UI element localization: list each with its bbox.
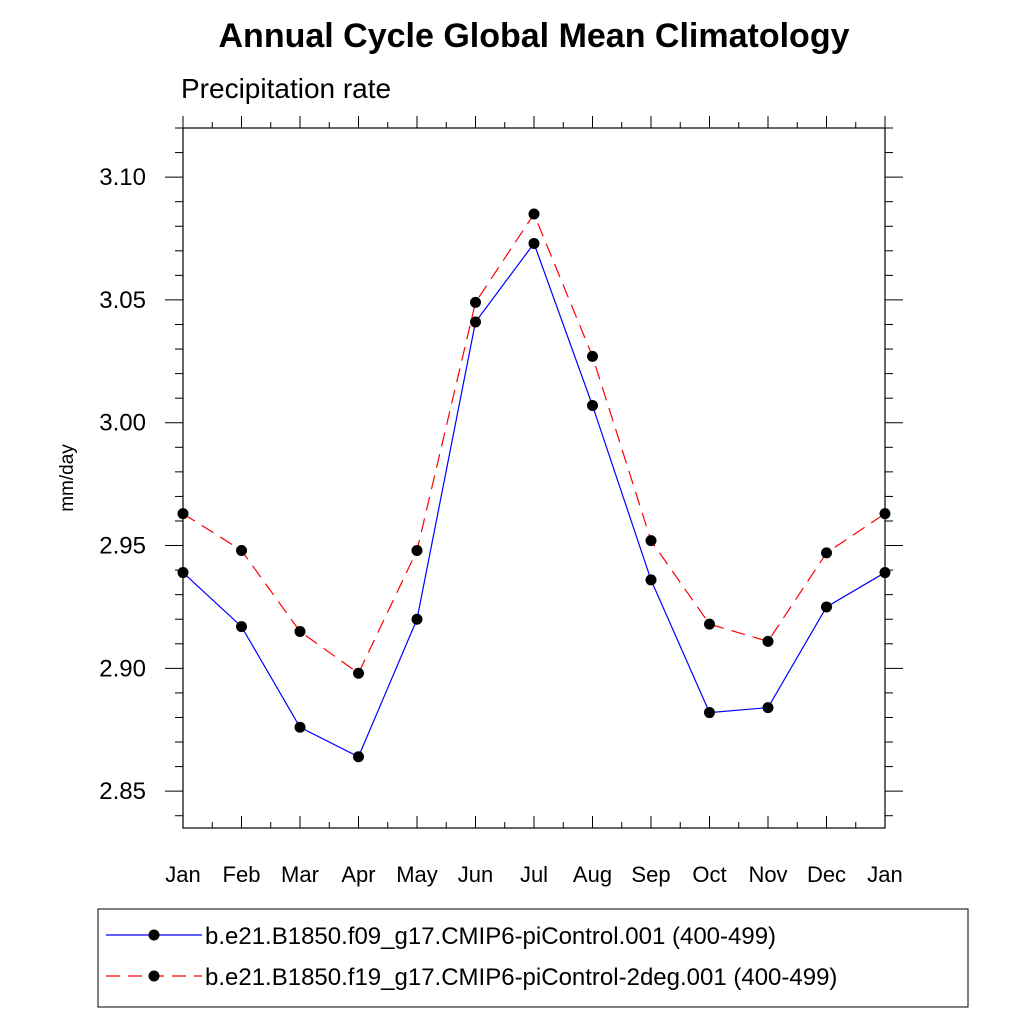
data-point-series-1: [294, 721, 306, 733]
series-markers: [177, 208, 891, 763]
x-tick-label: Jan: [165, 862, 200, 887]
x-tick-label: Feb: [223, 862, 261, 887]
data-point-series-2: [353, 667, 364, 679]
data-point-series-2: [645, 535, 657, 547]
series-line-2: [182, 212, 886, 675]
x-tick-label: Jul: [520, 862, 548, 887]
axes: Jan Feb Mar Apr May Jun Jul Aug Sep Oct Nov Dec Jan 2…: [99, 116, 903, 887]
chart-title: Annual Cycle Global Mean Climatology: [219, 17, 850, 55]
y-tick-label: 2.95: [99, 533, 146, 560]
y-axis-label: mm/day: [57, 444, 78, 512]
data-point-series-2: [587, 350, 598, 362]
y-tick-label: 3.10: [99, 164, 146, 191]
x-tick-label: Dec: [807, 862, 846, 887]
data-point-series-2: [177, 508, 189, 520]
legend: [97, 908, 969, 1008]
data-point-series-1: [821, 601, 832, 613]
data-point-series-1: [236, 621, 247, 633]
legend-label-1: b.e21.B1850.f09_g17.CMIP6-piControl.001 …: [205, 923, 776, 950]
y-tick-label: 2.90: [99, 655, 146, 682]
legend-items: b.e21.B1850.f09_g17.CMIP6-piControl.001 …: [106, 923, 837, 991]
data-point-series-1: [528, 237, 540, 249]
data-point-series-2: [528, 208, 540, 220]
x-tick-label: Oct: [692, 862, 726, 887]
data-point-series-1: [177, 567, 189, 579]
series-line-1: [182, 242, 886, 758]
data-point-series-1: [645, 574, 657, 586]
data-point-series-1: [879, 567, 891, 579]
data-point-series-1: [762, 702, 774, 714]
x-tick-label: Apr: [341, 862, 375, 887]
data-point-series-2: [294, 626, 306, 638]
x-tick-label: Jan: [867, 862, 902, 887]
series-lines: [182, 212, 886, 758]
data-point-series-1: [353, 751, 364, 763]
x-tick-label: May: [396, 862, 438, 887]
data-point-series-2: [236, 544, 247, 556]
y-tick-label: 2.85: [99, 778, 146, 805]
chart-subtitle: Precipitation rate: [181, 73, 391, 104]
data-point-series-1: [470, 316, 481, 328]
data-point-series-2: [879, 508, 891, 520]
data-point-series-1: [704, 707, 715, 719]
data-point-series-2: [470, 296, 481, 308]
plot-frame: [182, 127, 886, 829]
data-point-series-2: [821, 547, 832, 559]
x-tick-label: Jun: [458, 862, 493, 887]
legend-marker-2: [148, 970, 160, 982]
y-tick-label: 3.05: [99, 287, 146, 314]
x-tick-label: Sep: [631, 862, 670, 887]
legend-label-2: b.e21.B1850.f19_g17.CMIP6-piControl-2deg…: [205, 964, 837, 991]
x-tick-label: Nov: [748, 862, 787, 887]
x-tick-label: Mar: [281, 862, 319, 887]
y-tick-label: 3.00: [99, 410, 146, 437]
legend-marker-1: [148, 929, 160, 941]
data-point-series-1: [587, 400, 598, 412]
data-point-series-2: [762, 635, 774, 647]
data-point-series-2: [411, 544, 423, 556]
data-point-series-2: [704, 618, 715, 630]
x-tick-label: Aug: [573, 862, 612, 887]
data-point-series-1: [411, 613, 423, 625]
